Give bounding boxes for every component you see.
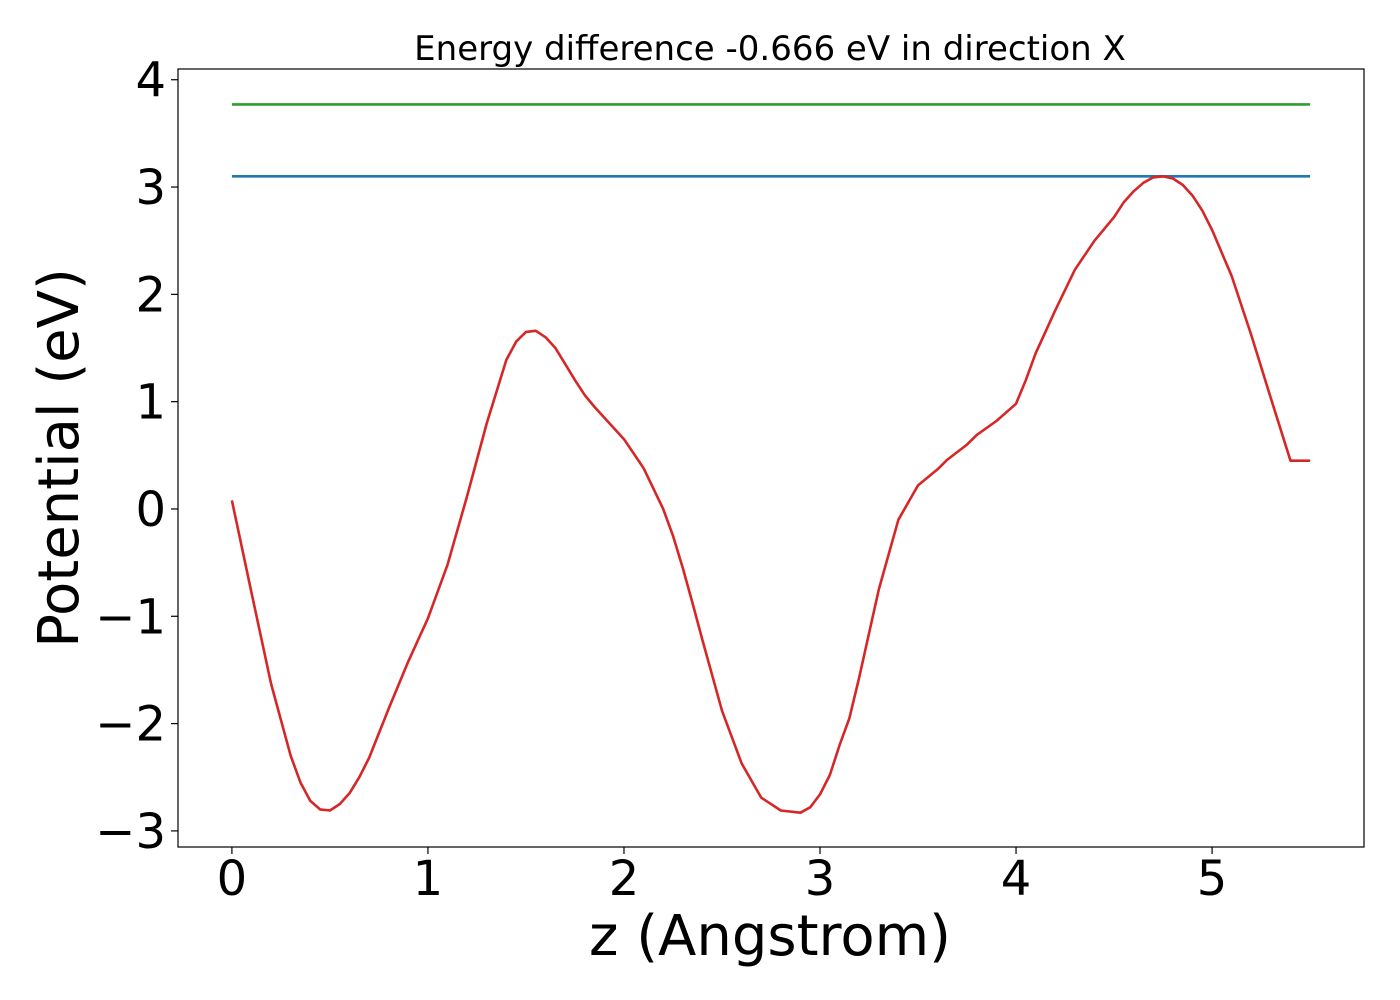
y-tick-label: 3	[135, 160, 166, 216]
y-tick-label: −3	[95, 804, 166, 860]
x-tick-label: 1	[413, 851, 444, 907]
chart-title: Energy difference -0.666 eV in direction…	[414, 29, 1126, 69]
x-tick-label: 4	[1001, 851, 1032, 907]
y-tick-label: 0	[135, 482, 166, 538]
x-axis-label: z (Angstrom)	[589, 904, 951, 969]
y-axis: −3 −2 −1 0 1 2 3 4	[95, 53, 178, 860]
y-tick-label: 1	[135, 375, 166, 431]
x-tick-label: 3	[805, 851, 836, 907]
x-tick-label: 0	[217, 851, 248, 907]
plot-area	[230, 103, 1311, 814]
series-line-3	[230, 175, 1311, 814]
y-axis-label: Potential (eV)	[27, 268, 92, 648]
x-tick-label: 2	[609, 851, 640, 907]
x-tick-label: 5	[1197, 851, 1228, 907]
y-tick-label: −1	[95, 589, 166, 645]
y-tick-label: 2	[135, 267, 166, 323]
x-axis: 0 1 2 3 4 5	[217, 847, 1228, 907]
y-tick-label: 4	[135, 53, 166, 109]
y-tick-label: −2	[95, 697, 166, 753]
plot-frame	[177, 68, 1365, 848]
